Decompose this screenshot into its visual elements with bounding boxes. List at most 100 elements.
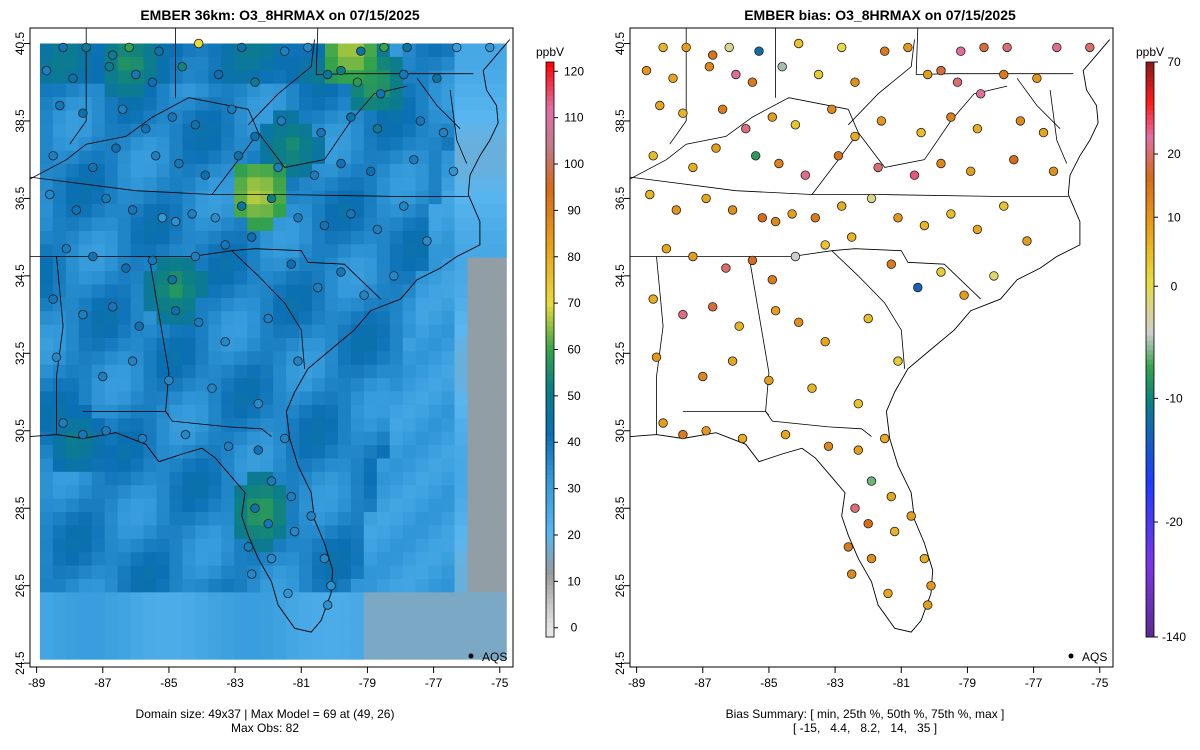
aqs-site-marker [972,224,983,235]
model-grid-cell [65,351,80,366]
model-grid-cell [467,391,481,406]
model-grid-cell [52,538,67,553]
model-grid-cell [234,632,248,647]
model-grid-cell [143,244,157,259]
model-grid-cell [312,43,326,58]
model-grid-cell [65,43,80,58]
model-grid-cell [428,391,442,406]
colorbar-segment [546,282,554,288]
model-grid-cell [467,418,481,433]
model-grid-cell [78,230,93,245]
model-grid-cell [389,110,404,125]
aqs-site-marker [906,511,916,521]
legend-dot [1068,653,1074,659]
model-grid-cell [337,337,352,352]
model-grid-cell [52,578,67,593]
model-grid-cell [52,391,67,406]
model-grid-cell [260,645,274,660]
model-grid-cell [363,56,378,71]
model-grid-cell [130,645,144,660]
legend-label: AQS [1082,650,1107,664]
colorbar-segment [546,268,554,274]
colorbar-segment [546,522,554,528]
model-grid-cell [234,512,248,526]
model-grid-cell [195,83,209,98]
model-grid-cell [39,163,54,178]
model-grid-cell [104,471,119,486]
model-grid-cell [273,445,287,459]
state-border [315,27,474,75]
model-grid-cell [169,512,183,526]
model-grid-cell [480,364,494,379]
model-grid-cell [415,257,430,272]
model-grid-cell [143,83,157,98]
model-grid-cell [130,110,144,125]
model-grid-cell [312,70,326,85]
model-grid-cell [195,418,209,433]
model-grid-cell [143,56,157,71]
model-grid-cell [156,137,170,151]
model-grid-cell [312,230,326,245]
model-grid-cell [117,204,132,218]
colorbar-segment [546,541,554,547]
model-grid-cell [117,70,132,85]
model-grid-cell [208,110,222,125]
model-grid-cell [182,297,196,312]
colorbar-segment [546,186,554,192]
model-grid-cell [454,471,468,486]
model-grid-cell [65,217,80,232]
colorbar-segment [546,435,554,442]
model-grid-cell [156,552,170,566]
model-grid-cell [273,632,287,647]
model-grid-cell [273,512,287,526]
colorbar-tick-label: 30 [567,482,581,496]
model-grid-cell [143,337,157,352]
model-grid-cell [195,177,209,192]
model-grid-cell [156,645,170,660]
model-grid-cell [350,391,365,406]
model-grid-cell [234,458,248,473]
model-grid-cell [428,632,442,647]
model-grid-cell [195,337,209,352]
model-grid-cell [156,284,170,299]
model-grid-cell [208,150,222,165]
model-grid-cell [299,498,313,513]
model-grid-cell [480,230,494,245]
model-grid-cell [273,538,287,553]
model-grid-cell [130,190,144,205]
model-grid-cell [39,512,54,526]
model-grid-cell [39,217,54,232]
colorbar-segment [546,363,554,370]
model-grid-cell [182,458,196,473]
colorbar-segment [546,177,554,183]
model-grid-cell [260,337,274,352]
model-grid-cell [376,431,391,446]
model-grid-cell [454,538,468,553]
model-grid-cell [52,485,67,500]
model-grid-cell [441,257,455,272]
model-grid-cell [363,538,378,553]
model-grid-cell [117,137,132,151]
colorbar-segment [546,124,554,130]
model-grid-cell [130,123,144,138]
model-grid-cell [467,311,481,325]
model-grid-cell [208,311,222,325]
model-grid-cell [493,257,507,272]
colorbar-tick-label: -140 [1162,630,1186,644]
model-grid-cell [402,217,417,232]
aqs-site-marker [336,65,346,76]
model-grid-cell [130,271,144,285]
aqs-site-marker [266,476,277,486]
colorbar-segment [546,133,554,140]
aqs-site-marker [452,42,462,53]
model-grid-cell [117,512,132,526]
model-grid-cell [454,431,468,446]
model-grid-cell [441,190,455,205]
colorbar-segment [546,138,554,144]
model-grid-cell [104,70,119,85]
model-grid-cell [376,592,391,607]
model-grid-cell [156,605,170,620]
colorbar-segment [1146,613,1154,619]
model-grid-cell [480,498,494,513]
model-grid-cell [104,271,119,285]
